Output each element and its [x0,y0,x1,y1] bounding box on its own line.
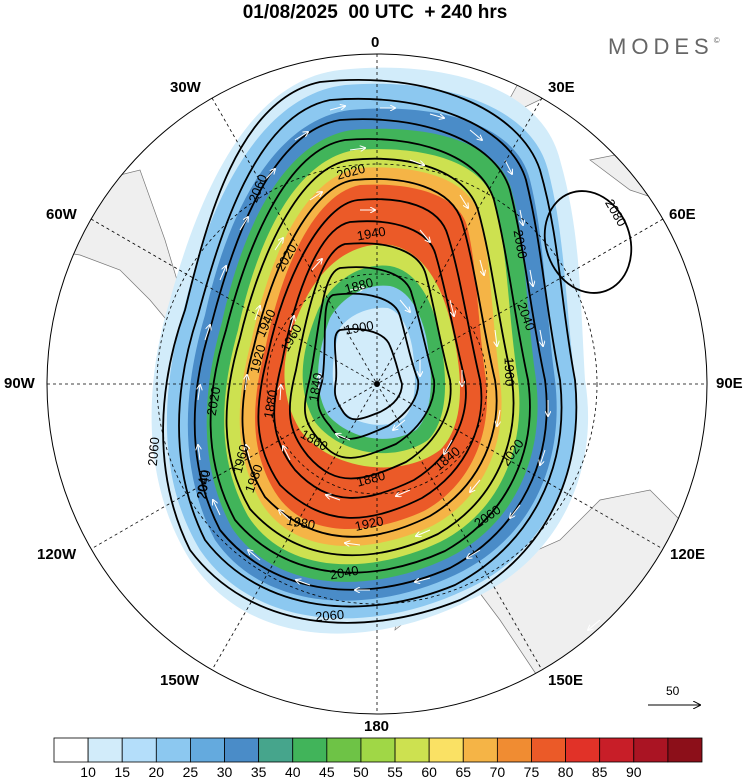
height-contours [162,78,633,624]
brand-name: MODES [608,34,714,59]
reference-vector-label: 50 [666,684,680,698]
title-time: 00 UTC [348,2,414,23]
colorbar-swatch [394,737,430,763]
lon-label-120w: 120W [37,546,77,563]
title-lead: + 240 hrs [424,2,508,23]
brand-mark: © [713,36,720,45]
colorbar-swatch [87,737,123,763]
lon-label-60w: 60W [46,206,77,223]
contour-label: 2020 [204,386,224,417]
colorbar-swatch [531,737,566,763]
contour-label: 1920 [247,343,269,375]
colorbar-tick-label: 85 [591,764,608,780]
colorbar-tick-label: 70 [489,764,506,780]
colorbar-swatch [599,737,635,763]
colorbar-tick-label: 25 [182,764,199,780]
contour-label: 1840 [306,372,326,403]
colorbar-swatch [667,737,703,763]
colorbar-tick-label: 30 [216,764,233,780]
contour-label: 1940 [356,224,387,244]
colorbar-tick-label: 20 [148,764,165,780]
colorbar-tick-label: 80 [557,764,574,780]
lon-label-180: 180 [364,718,390,735]
lon-label-120e: 120E [670,546,706,563]
contour-label: 1960 [501,357,517,386]
colorbar-swatch [326,737,362,763]
contour-label: 2060 [511,229,531,260]
colorbar-swatch [292,737,328,763]
wind-vectors [128,106,640,651]
contour-label: 1900 [344,318,375,338]
colorbar-tick-label: 15 [114,764,130,780]
colorbar-tick-label: 35 [250,764,267,780]
colorbar-tick-label: 10 [80,764,96,780]
contour-label: 1880 [355,468,387,490]
colorbar [53,737,703,763]
colorbar-swatch [496,737,532,763]
colorbar-swatch [190,737,225,763]
colorbar-swatch [53,737,89,763]
lon-label-0: 0 [371,34,380,51]
map-title: 01/08/2025 00 UTC + 240 hrs [0,2,750,24]
colorbar-swatch [121,737,157,763]
colorbar-tick-label: 90 [625,764,642,780]
colorbar-tick-label: 65 [455,764,472,780]
lon-label-90w: 90W [4,375,35,392]
lon-label-60e: 60E [669,206,696,223]
colorbar-swatch [360,737,396,763]
contour-label: 1980 [285,513,316,533]
map-boundary [46,53,708,715]
colorbar-tick-label: 60 [421,764,437,780]
lon-label-90e: 90E [716,375,743,392]
contour-label: 2040 [194,469,214,500]
colorbar-swatch [462,737,498,763]
colorbar-swatch [155,737,191,763]
contour-label: 2060 [145,437,162,467]
colorbar-tick-label: 45 [319,764,335,780]
colorbar-swatch [258,737,294,763]
pole-marker [374,381,380,387]
colorbar-swatch [224,737,260,763]
contour-label: 1920 [353,513,384,534]
colorbar-tick-label: 55 [387,764,403,780]
contour-label: 2040 [194,470,211,500]
colorbar-tick-label: 75 [523,764,540,780]
colorbar-tick-label: 50 [353,764,369,780]
brand-logo: MODES© [608,34,720,60]
map-field [47,54,707,714]
contour-label: 1880 [343,275,375,297]
colorbar-swatch [633,737,669,763]
contour-label: 2020 [335,161,367,183]
contour-label: 1880 [261,389,281,420]
lon-label-30w: 30W [170,79,201,96]
colorbar-swatch [428,737,464,763]
contour-label: 1960 [230,443,252,475]
lon-label-150e: 150E [548,672,584,689]
title-date: 01/08/2025 [242,2,338,23]
contour-label: 2060 [315,607,345,624]
colorbar-tick-label: 40 [284,764,301,780]
colorbar-swatch [565,737,601,763]
lon-label-150w: 150W [160,672,200,689]
contour-label: 2040 [329,563,360,583]
lon-label-30e: 30E [548,79,575,96]
